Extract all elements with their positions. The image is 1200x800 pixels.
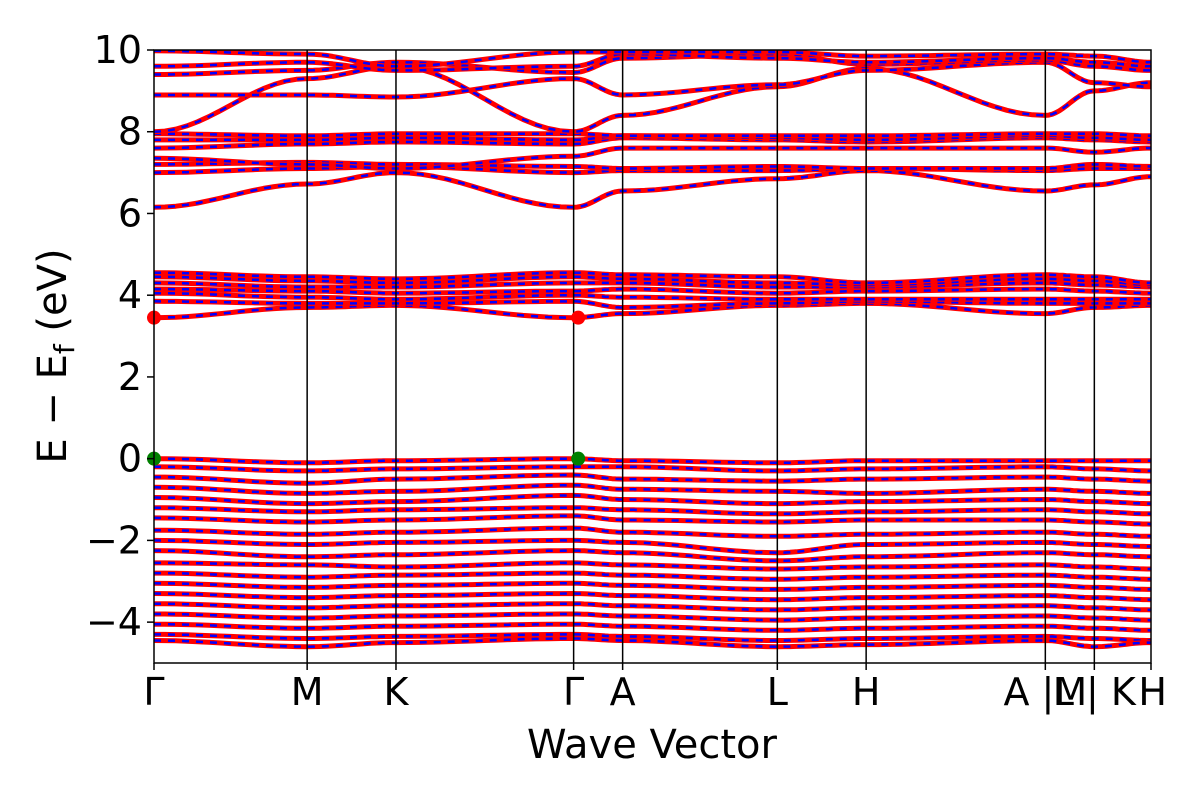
band-valence-17-spin-down	[154, 633, 1151, 642]
y-axis-ticks: −4 −2 0 2 4 6 8 10	[86, 28, 154, 644]
band-valence-16-spin-down	[154, 622, 1151, 632]
band-valence-0-spin-down	[154, 457, 1151, 465]
band-valence-7-spin-down	[154, 526, 1151, 538]
y-tick-label-1: −2	[86, 518, 142, 562]
plot-background	[154, 50, 1151, 663]
x-tick-label-1: M	[291, 670, 324, 714]
band-conduction_high-11-spin-down	[154, 50, 1151, 68]
band-conduction_low-2-spin-down	[154, 291, 1151, 301]
band-valence-9-spin-down	[154, 549, 1151, 563]
band-valence-3-spin-down	[154, 483, 1151, 495]
band-valence-11-spin-down	[154, 571, 1151, 581]
plot-frame	[153, 49, 1152, 664]
band-conduction_low-5-spin-down	[154, 275, 1151, 287]
x-tick-label-5: L	[767, 670, 788, 714]
y-axis-label-unit: (eV)	[30, 248, 76, 344]
y-tick-label-7: 10	[94, 28, 142, 72]
bands-layer	[154, 50, 1151, 650]
band-valence-6-spin-down	[154, 514, 1151, 526]
band-valence-1-spin-down	[154, 465, 1151, 473]
y-axis-label-main: E − E	[30, 354, 76, 464]
band-valence-14-spin-down	[154, 602, 1151, 612]
y-tick-label-4: 4	[118, 273, 142, 317]
y-axis-label: E − Ef (eV)	[30, 248, 81, 463]
band-valence-10-spin-down	[154, 561, 1151, 571]
band-conduction_high-6-spin-up	[154, 131, 1151, 139]
x-tick-label-0: Γ	[143, 670, 164, 714]
y-tick-label-2: 0	[118, 437, 142, 481]
band-valence-13-spin-down	[154, 592, 1151, 601]
band-conduction_high-7-spin-down	[154, 65, 1151, 133]
extremum-markers	[147, 310, 586, 466]
band-valence-12-spin-down	[154, 582, 1151, 591]
x-tick-label-4: A	[610, 670, 636, 714]
band-valence-5-spin-down	[154, 506, 1151, 516]
band-conduction_high-0-spin-down	[154, 169, 1151, 209]
band-conduction_low-6-spin-down	[154, 271, 1151, 285]
band-conduction_high-3-spin-down	[154, 146, 1151, 170]
x-axis-label: Wave Vector	[527, 722, 778, 768]
y-axis-label-sub: f	[48, 343, 81, 354]
x-tick-label-9: H	[1138, 670, 1167, 714]
kpoint-lines	[306, 50, 1096, 663]
x-tick-label-3: Γ	[563, 670, 584, 714]
band-conduction_low-4-spin-down	[154, 281, 1151, 289]
band-valence-4-spin-down	[154, 494, 1151, 505]
x-tick-label-8: L | K	[1053, 670, 1137, 715]
marker-1	[571, 310, 586, 325]
band-conduction_low-3-spin-down	[154, 287, 1151, 295]
band-conduction_high-6-spin-down	[154, 132, 1151, 138]
y-tick-label-5: 6	[118, 191, 142, 235]
band-conduction_low-0-spin-down	[154, 302, 1151, 319]
band-valence-15-spin-down	[154, 612, 1151, 622]
y-tick-label-3: 2	[118, 355, 142, 399]
band-valence-18-spin-down	[154, 637, 1151, 648]
band-valence-2-spin-down	[154, 473, 1151, 485]
band-valence-8-spin-down	[154, 539, 1151, 554]
x-tick-label-7: A |M	[1003, 670, 1087, 715]
marker-3	[571, 451, 586, 466]
y-tick-label-6: 8	[118, 110, 142, 154]
x-tick-label-6: H	[852, 670, 881, 714]
x-tick-label-2: K	[384, 670, 410, 714]
y-tick-label-0: −4	[86, 600, 142, 644]
band-conduction_high-10-spin-down	[154, 52, 1151, 72]
band-conduction_low-1-spin-down	[154, 300, 1151, 309]
band-conduction_high-2-spin-down	[154, 161, 1151, 170]
band-conduction_high-8-spin-down	[154, 61, 1151, 99]
